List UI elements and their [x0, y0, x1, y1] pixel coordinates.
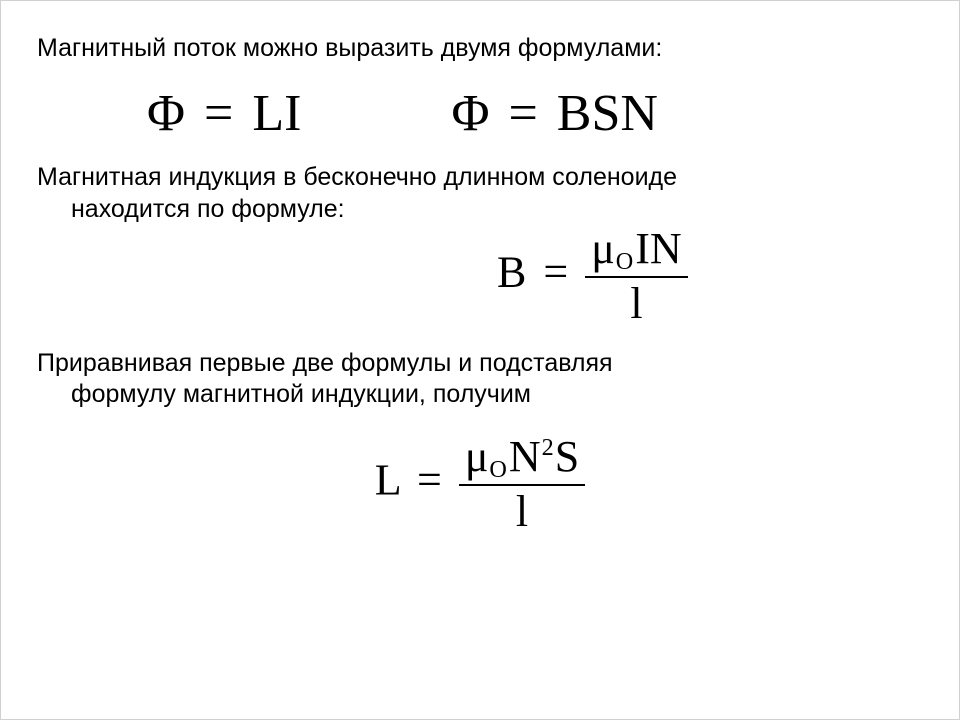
- formula-l-area: L = μON2S l: [37, 435, 923, 534]
- equals-icon: =: [411, 455, 448, 504]
- formula-phi-bsn: Φ = BSN: [451, 88, 658, 140]
- equating-text-l1: Приравнивая первые две формулы и подстав…: [37, 348, 923, 379]
- phi-bsn-lhs: Φ: [451, 85, 489, 142]
- l-numerator: μON2S: [459, 435, 585, 484]
- intro-text: Магнитный поток можно выразить двумя фор…: [37, 33, 923, 64]
- b-num-rest: IN: [635, 224, 681, 273]
- formula-l: L = μON2S l: [375, 435, 586, 534]
- slide: Магнитный поток можно выразить двумя фор…: [0, 0, 960, 720]
- equals-icon: =: [198, 85, 239, 142]
- induction-text-l1: Магнитная индукция в бесконечно длинном …: [37, 162, 923, 193]
- formula-b-area: B = μOIN l: [37, 227, 923, 326]
- phi-li-rhs: LI: [252, 85, 301, 142]
- equals-icon: =: [502, 85, 543, 142]
- b-numerator: μOIN: [585, 227, 688, 276]
- l-num-sup: 2: [541, 434, 555, 461]
- induction-text-l2: находится по формуле:: [37, 194, 923, 225]
- formula-row-top: Φ = LI Φ = BSN: [37, 88, 923, 140]
- formula-b: B = μOIN l: [497, 227, 688, 326]
- phi-li-lhs: Φ: [147, 85, 185, 142]
- equating-text-l2: формулу магнитной индукции, получим: [37, 379, 923, 410]
- l-num-n: N: [509, 432, 541, 481]
- b-denominator: l: [585, 276, 688, 326]
- mu-symbol: μ: [591, 224, 615, 273]
- b-lhs: B: [497, 247, 526, 296]
- l-denominator: l: [459, 484, 585, 534]
- l-lhs: L: [375, 455, 400, 504]
- l-fraction: μON2S l: [459, 435, 585, 534]
- mu-subscript: O: [488, 456, 508, 483]
- mu-subscript: O: [615, 248, 635, 275]
- phi-bsn-rhs: BSN: [557, 85, 658, 142]
- b-fraction: μOIN l: [585, 227, 688, 326]
- formula-phi-li: Φ = LI: [147, 88, 301, 140]
- mu-symbol: μ: [465, 432, 489, 481]
- equals-icon: =: [537, 247, 574, 296]
- l-num-s: S: [555, 432, 579, 481]
